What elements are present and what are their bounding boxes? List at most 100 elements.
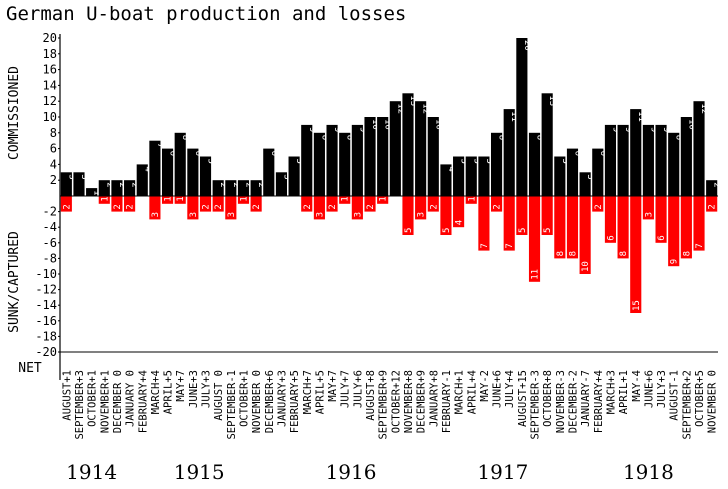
- y-tick-label: 6: [50, 142, 57, 156]
- commissioned-bar: [174, 132, 186, 196]
- commissioned-bar: [73, 172, 85, 196]
- commissioned-bar-label: 10: [370, 119, 380, 130]
- sunk-bar-label: 3: [417, 212, 427, 217]
- month-label: JULY+4: [504, 370, 516, 408]
- month-label: MAY-2: [479, 370, 491, 402]
- commissioned-bar: [124, 180, 136, 196]
- y-tick-label: -20: [35, 345, 57, 359]
- sunk-bar: [339, 196, 351, 204]
- y-tick-label: -2: [43, 205, 57, 219]
- month-label: FEBRUARY+5: [289, 370, 301, 433]
- commissioned-bar-label: 3: [79, 174, 89, 179]
- commissioned-bar: [668, 132, 680, 196]
- commissioned-bar: [566, 148, 579, 196]
- sunk-bar: [174, 196, 186, 204]
- sunk-bar: [313, 196, 325, 220]
- month-label: MAY+7: [175, 370, 187, 402]
- month-label: AUGUST-1: [669, 370, 681, 421]
- sunk-bar: [706, 196, 718, 212]
- commissioned-bar-label: 1: [92, 190, 102, 195]
- month-label: OCTOBER+12: [390, 370, 402, 433]
- sunk-bar: [124, 196, 136, 212]
- commissioned-bar: [326, 124, 338, 196]
- commissioned-bar: [402, 93, 414, 196]
- commissioned-bar: [465, 156, 477, 196]
- commissioned-bar: [364, 117, 376, 196]
- commissioned-bar: [630, 109, 642, 196]
- sunk-bar-label: 3: [644, 212, 654, 217]
- sunk-bar-label: 1: [467, 196, 477, 201]
- y-tick-label: 16: [43, 63, 57, 77]
- sunk-bar: [642, 196, 654, 220]
- sunk-bar: [111, 196, 123, 212]
- sunk-bar: [604, 196, 617, 243]
- commissioned-bar-label: 2: [104, 182, 114, 187]
- sunk-bar: [427, 196, 439, 212]
- y-tick-label: 18: [43, 47, 57, 61]
- commissioned-bar-label: 20: [522, 40, 532, 51]
- month-label: AUGUST+1: [61, 370, 73, 421]
- y-tick-label: -4: [43, 220, 57, 234]
- y-tick-label: -8: [43, 251, 57, 265]
- commissioned-bar: [427, 117, 439, 196]
- month-label: MAY-4: [631, 370, 643, 402]
- month-label: APRIL+5: [314, 370, 326, 414]
- sunk-bar: [541, 196, 553, 235]
- sunk-bar-label: 1: [341, 196, 351, 201]
- sunk-bar-label: 5: [442, 228, 452, 233]
- y-tick-label: 12: [43, 94, 57, 108]
- commissioned-bar: [655, 124, 667, 196]
- month-label: MARCH+7: [302, 370, 314, 414]
- commissioned-bar-label: 12: [395, 103, 405, 114]
- sunk-bar: [377, 196, 389, 204]
- commissioned-bar: [98, 180, 110, 196]
- month-label: DECEMBER 0: [112, 370, 124, 433]
- commissioned-bar-label: 5: [459, 159, 469, 164]
- sunk-bar: [415, 196, 427, 220]
- y-tick-label: 10: [43, 110, 57, 124]
- month-label: DECEMBER-2: [567, 370, 579, 433]
- commissioned-bar: [592, 148, 604, 196]
- month-label: AUGUST+8: [365, 370, 377, 421]
- month-label: AUGUST 0: [213, 370, 225, 421]
- sunk-bar: [326, 196, 338, 212]
- month-label: FEBRUARY+4: [137, 370, 149, 433]
- sunk-bar-label: 3: [151, 212, 161, 217]
- sunk-bar: [301, 196, 313, 212]
- month-label: JULY+3: [201, 370, 213, 408]
- y-tick-label: 20: [43, 31, 57, 45]
- sunk-bar: [225, 196, 237, 220]
- sunk-bar-label: 1: [379, 196, 389, 201]
- commissioned-bar: [377, 117, 389, 196]
- sunk-bar-label: 11: [531, 269, 541, 280]
- commissioned-bar-label: 3: [66, 174, 76, 179]
- month-label: MAY+7: [327, 370, 339, 402]
- sunk-bar-label: 7: [480, 243, 490, 248]
- commissioned-bar: [263, 148, 275, 196]
- month-label: SEPTEMBER+3: [74, 370, 86, 440]
- sunk-bar: [566, 196, 579, 259]
- commissioned-bar-label: 2: [130, 182, 140, 187]
- commissioned-bar-label: 2: [256, 182, 266, 187]
- sunk-bar: [630, 196, 642, 313]
- commissioned-bar-label: 4: [446, 166, 456, 171]
- month-label: SEPTEMBER-1: [226, 370, 238, 440]
- commissioned-bar: [149, 140, 161, 196]
- y-tick-label: 8: [50, 126, 57, 140]
- sunk-bar-label: 8: [619, 251, 629, 256]
- commissioned-bar: [490, 132, 503, 196]
- sunk-bar: [60, 196, 72, 212]
- commissioned-bar-label: 7: [155, 143, 165, 148]
- sunk-bar-label: 2: [62, 204, 72, 209]
- commissioned-bar: [617, 124, 629, 196]
- month-label: OCTOBER+8: [542, 370, 554, 427]
- commissioned-bar: [554, 156, 566, 196]
- commissioned-bar-label: 11: [509, 111, 519, 122]
- commissioned-bar-label: 2: [712, 182, 722, 187]
- commissioned-bar: [275, 172, 288, 196]
- commissioned-bar-label: 8: [674, 135, 684, 140]
- commissioned-bar: [199, 156, 212, 196]
- month-label: DECEMBER+6: [264, 370, 276, 433]
- commissioned-bar-label: 13: [547, 95, 557, 106]
